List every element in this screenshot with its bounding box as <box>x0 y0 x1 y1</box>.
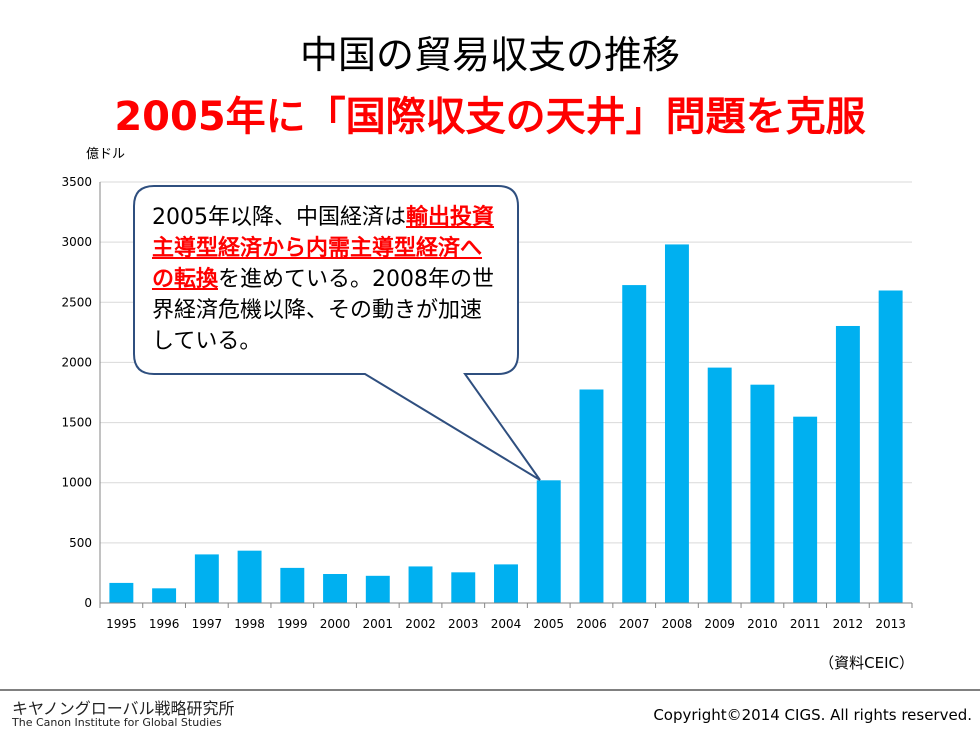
bar-1996 <box>152 588 177 603</box>
y-tick-label: 3000 <box>61 235 92 249</box>
copyright: Copyright©2014 CIGS. All rights reserved… <box>653 706 972 724</box>
bar-2006 <box>579 389 604 603</box>
x-tick-label: 2003 <box>448 617 479 631</box>
x-tick-label: 1998 <box>234 617 265 631</box>
bar-1995 <box>109 582 134 603</box>
x-tick-label: 2002 <box>405 617 436 631</box>
bar-1999 <box>280 567 305 603</box>
x-tick-label: 1995 <box>106 617 137 631</box>
source-note: （資料CEIC） <box>819 654 914 672</box>
x-tick-label: 1997 <box>192 617 223 631</box>
bar-2008 <box>664 244 689 603</box>
page-title: 中国の貿易収支の推移 <box>299 33 680 77</box>
bar-chart: 0 500 1000 1500 2000 2500 3000 3500 1995 1996 1997… <box>61 175 913 631</box>
bar-2003 <box>451 572 476 603</box>
bar-2009 <box>707 367 732 603</box>
y-tick-label: 0 <box>84 596 92 610</box>
tick-labels: 0 500 1000 1500 2000 2500 3000 3500 1995 1996 1997… <box>61 175 905 631</box>
y-tick-label: 2500 <box>61 295 92 309</box>
bar-1998 <box>237 550 262 603</box>
org-name-en: The Canon Institute for Global Studies <box>12 716 222 729</box>
bar-2005 <box>536 480 561 603</box>
bar-2000 <box>323 574 348 603</box>
org-name-ja: キヤノングローバル戦略研究所 <box>12 699 235 718</box>
x-tick-label: 2001 <box>363 617 394 631</box>
x-tick-label: 2004 <box>491 617 522 631</box>
bar-2007 <box>622 285 647 603</box>
y-tick-label: 1500 <box>61 416 92 430</box>
bar-2001 <box>365 575 390 603</box>
x-tick-label: 2012 <box>833 617 864 631</box>
x-tick-label: 2009 <box>704 617 735 631</box>
bar-2004 <box>494 564 518 603</box>
x-tick-label: 2005 <box>533 617 564 631</box>
callout-emphasis: 輸出投資主導型経済から内需主導型経済への転換 <box>152 205 495 292</box>
y-tick-label: 1000 <box>61 476 92 490</box>
bar-2002 <box>408 566 433 603</box>
x-tick-label: 2000 <box>320 617 351 631</box>
footer-divider <box>0 689 980 691</box>
x-tick-label: 2006 <box>576 617 607 631</box>
y-tick-label: 2000 <box>61 355 92 369</box>
callout-bubble <box>133 185 541 481</box>
callout-text-after: を進めている。2008年の世界経済危機以降、その動きが加速している。 <box>152 267 495 354</box>
x-tick-label: 2010 <box>747 617 778 631</box>
bar-2012 <box>835 325 860 603</box>
callout-text: 2005年以降、中国経済は輸出投資主導型経済から内需主導型経済への転換を進めてい… <box>134 186 516 368</box>
y-tick-label: 3500 <box>61 175 92 189</box>
bar-2010 <box>750 384 775 603</box>
x-tick-label: 2008 <box>662 617 693 631</box>
x-tick-label: 1999 <box>277 617 308 631</box>
y-tick-label: 500 <box>69 536 92 550</box>
bar-2011 <box>793 416 818 603</box>
x-tick-label: 2011 <box>790 617 821 631</box>
y-axis-unit-label: 億ドル <box>86 147 126 162</box>
page-subtitle: 2005年に「国際収支の天井」問題を克服 <box>114 94 866 140</box>
bars <box>109 244 903 603</box>
axes <box>99 182 913 608</box>
callout-text-before: 2005年以降、中国経済は <box>152 205 406 230</box>
x-tick-label: 1996 <box>149 617 180 631</box>
x-tick-label: 2007 <box>619 617 650 631</box>
bar-1997 <box>194 554 219 603</box>
bar-2013 <box>878 290 903 603</box>
x-tick-label: 2013 <box>875 617 906 631</box>
